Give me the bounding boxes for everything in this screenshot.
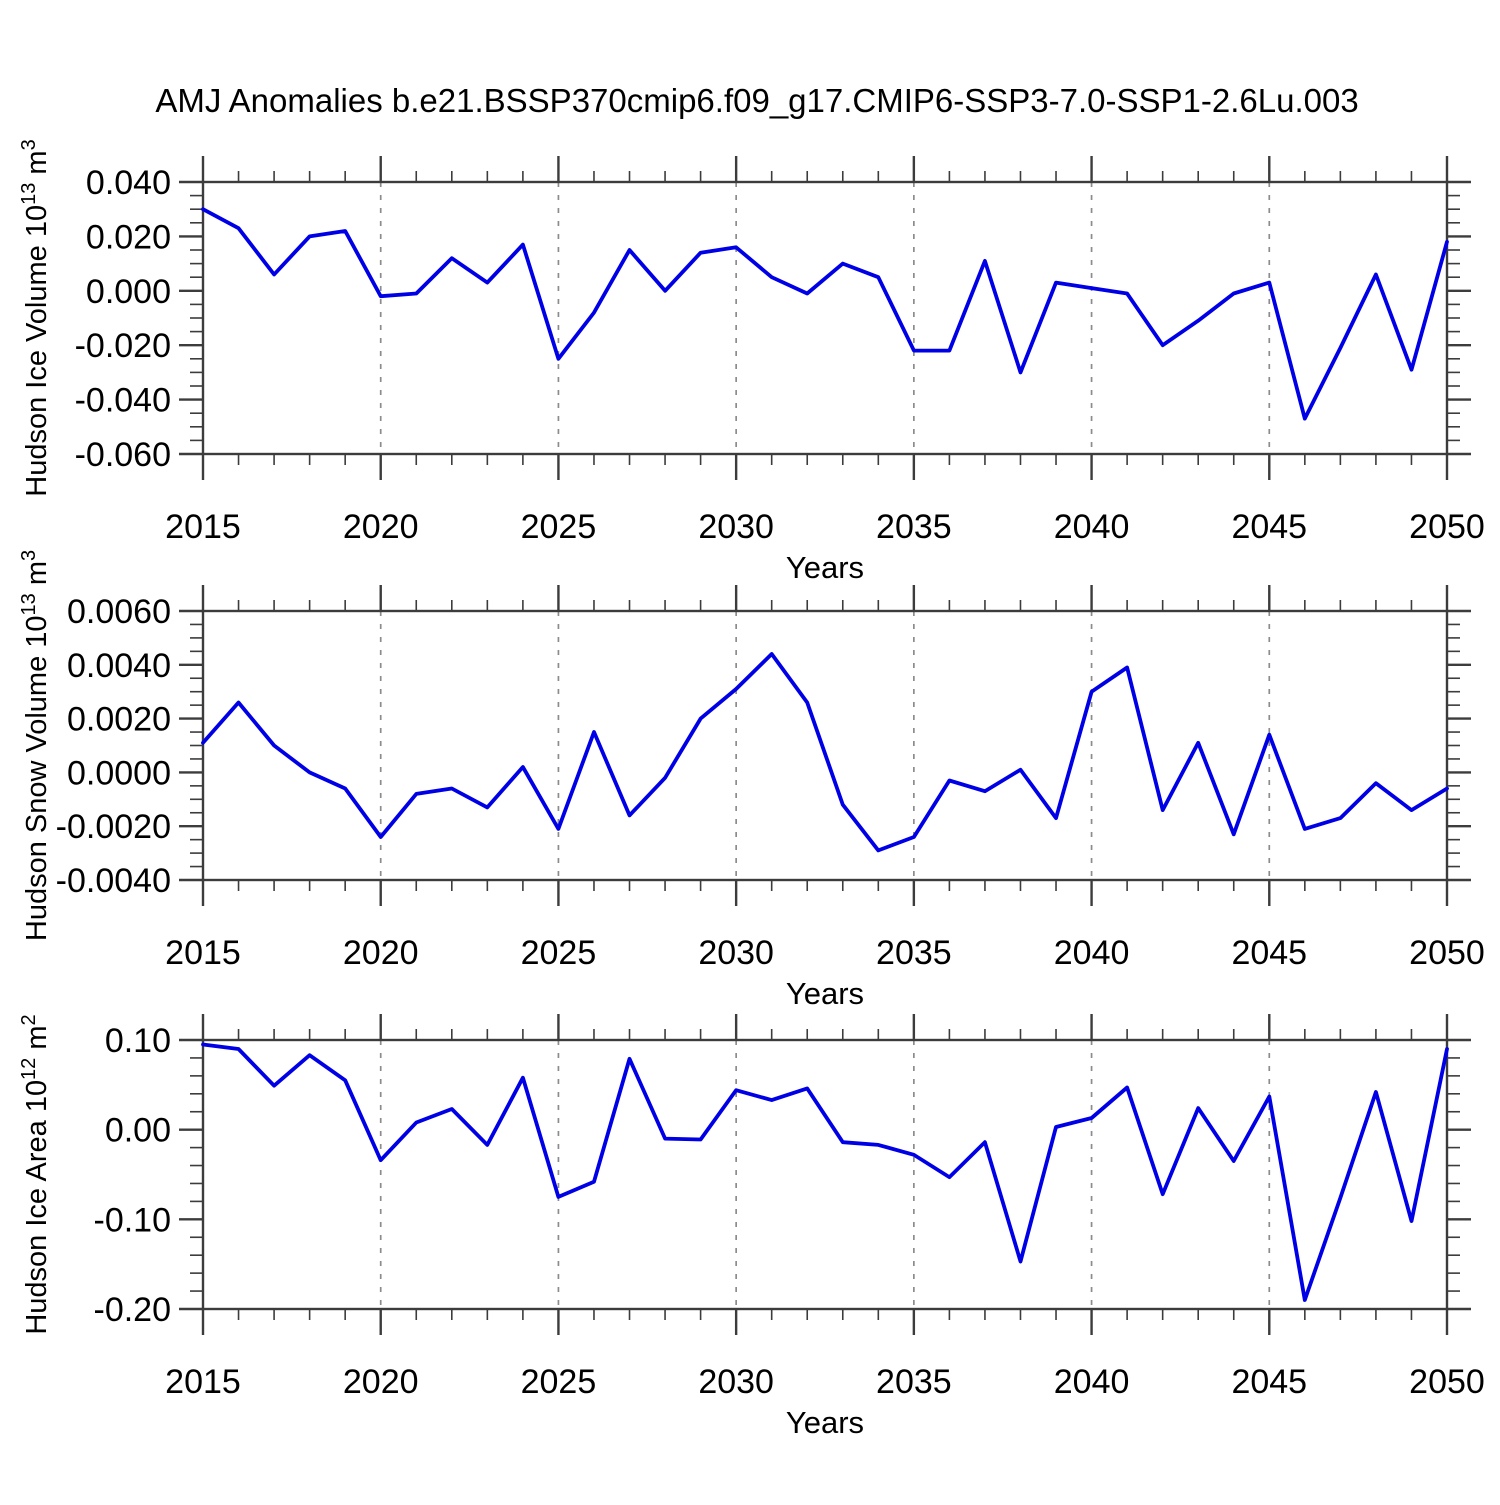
- x-tick-label: 2030: [698, 1363, 774, 1401]
- y-tick-label: 0.0000: [67, 754, 171, 792]
- x-tick-label: 2025: [521, 508, 597, 546]
- y-tick-label: -0.020: [75, 327, 171, 365]
- x-tick-label: 2040: [1054, 508, 1130, 546]
- x-tick-label: 2020: [343, 934, 419, 972]
- x-tick-label: 2025: [521, 1363, 597, 1401]
- x-axis-title: Years: [786, 550, 864, 585]
- x-tick-label: 2030: [698, 508, 774, 546]
- data-line-hudson-ice-area: [201, 1042, 1449, 1302]
- y-axis-title: Hudson Ice Volume 1013 m3: [18, 139, 53, 496]
- y-tick-label: 0.020: [86, 218, 171, 256]
- panel-hudson-ice-volume: 0.040 0.020 0.000 -0.020 -0.040 -0.060 2015 202…: [18, 139, 1485, 585]
- x-tick-label: 2050: [1409, 934, 1485, 972]
- y-tick-label: 0.10: [105, 1022, 171, 1060]
- x-tick-label: 2045: [1231, 508, 1307, 546]
- y-tick-label: 0.040: [86, 164, 171, 202]
- y-tick-label: 0.000: [86, 273, 171, 311]
- y-tick-label: 0.0020: [67, 701, 171, 739]
- x-tick-label: 2015: [165, 508, 241, 546]
- x-tick-label: 2035: [876, 1363, 952, 1401]
- y-tick-label: -0.060: [75, 436, 171, 474]
- x-axis-title: Years: [786, 976, 864, 1011]
- plot-frame: [201, 609, 1449, 882]
- x-tick-label: 2025: [521, 934, 597, 972]
- y-tick-label: 0.0040: [67, 647, 171, 685]
- panel-hudson-snow-volume: 0.0060 0.0040 0.0020 0.0000 -0.0020 -0.0040 20…: [18, 550, 1485, 1011]
- x-tick-label: 2050: [1409, 1363, 1485, 1401]
- y-axis-title: Hudson Ice Area 1012 m2: [18, 1014, 53, 1334]
- y-tick-label: -0.0020: [56, 808, 171, 846]
- panel-hudson-ice-area: 0.10 0.00 -0.10 -0.20 2015 2020 2025 2030 2035 20…: [18, 1014, 1485, 1440]
- x-axis-title: Years: [786, 1405, 864, 1440]
- x-tick-label: 2035: [876, 934, 952, 972]
- x-tick-label: 2020: [343, 1363, 419, 1401]
- plot-frame: [201, 1038, 1449, 1311]
- data-line-hudson-snow-volume: [201, 652, 1449, 853]
- x-tick-label: 2020: [343, 508, 419, 546]
- x-tick-label: 2015: [165, 934, 241, 972]
- y-tick-label: -0.10: [94, 1201, 172, 1239]
- x-tick-label: 2030: [698, 934, 774, 972]
- plot-frame: [201, 180, 1449, 456]
- x-tick-label: 2045: [1231, 934, 1307, 972]
- x-tick-label: 2045: [1231, 1363, 1307, 1401]
- data-line-hudson-ice-volume: [201, 207, 1449, 421]
- x-tick-label: 2040: [1054, 1363, 1130, 1401]
- x-tick-label: 2035: [876, 508, 952, 546]
- y-tick-label: -0.20: [94, 1291, 172, 1329]
- x-tick-label: 2040: [1054, 934, 1130, 972]
- x-tick-label: 2050: [1409, 508, 1485, 546]
- y-tick-label: -0.0040: [56, 862, 171, 900]
- y-tick-label: 0.0060: [67, 593, 171, 631]
- y-tick-label: 0.00: [105, 1112, 171, 1150]
- y-axis-title: Hudson Snow Volume 1013 m3: [18, 550, 53, 941]
- y-tick-label: -0.040: [75, 382, 171, 420]
- x-tick-label: 2015: [165, 1363, 241, 1401]
- chart-title: AMJ Anomalies b.e21.BSSP370cmip6.f09_g17…: [155, 82, 1358, 119]
